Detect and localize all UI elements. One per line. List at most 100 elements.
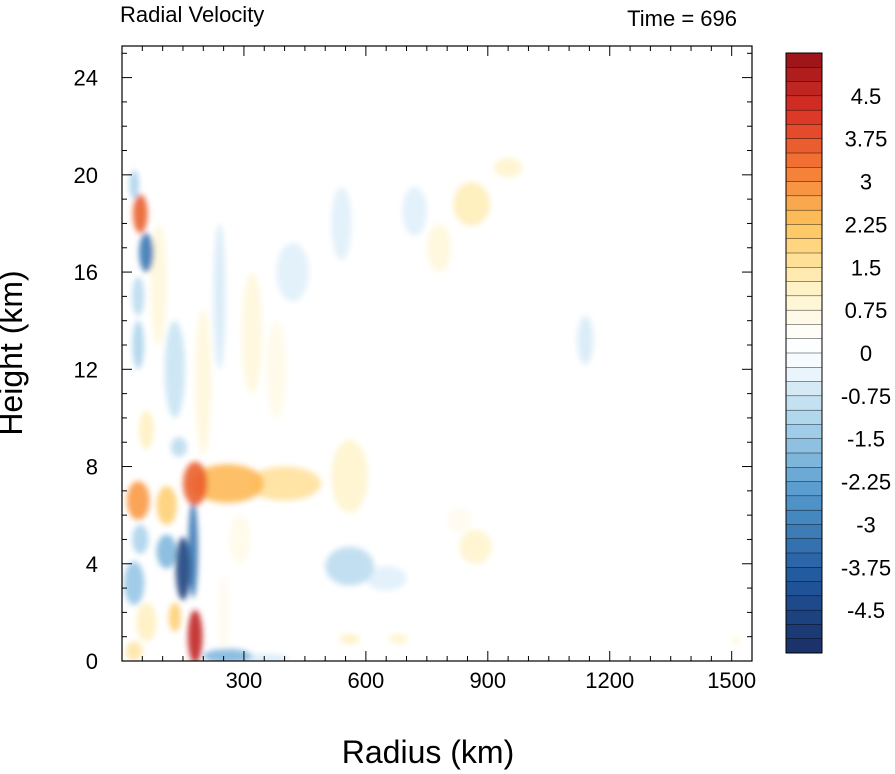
colorbar-swatch <box>785 481 823 497</box>
colorbar-swatch <box>785 309 823 325</box>
colorbar-swatch <box>785 238 823 254</box>
colorbar-swatch <box>785 367 823 383</box>
velocity-cell <box>132 320 144 370</box>
velocity-cell <box>493 157 523 178</box>
y-tick-label: 24 <box>74 66 98 91</box>
colorbar-label: -3 <box>856 512 876 537</box>
colorbar-frame <box>785 52 823 654</box>
velocity-cell <box>331 186 352 260</box>
velocity-cell <box>339 634 360 644</box>
colorbar-label: -3.75 <box>841 555 891 580</box>
colorbar-swatch <box>785 324 823 340</box>
velocity-cell <box>213 223 226 370</box>
y-tick-label: 12 <box>74 357 98 382</box>
velocity-cell <box>170 437 188 457</box>
chart-title: Radial Velocity <box>120 2 264 27</box>
y-axis-label: Height (km) <box>0 270 29 435</box>
colorbar-swatch <box>785 395 823 411</box>
colorbar-swatch <box>785 538 823 554</box>
x-axis-label: Radius (km) <box>342 734 514 770</box>
colorbar-swatch <box>785 167 823 183</box>
velocity-cell <box>132 524 149 555</box>
velocity-cell <box>124 561 145 606</box>
velocity-cell <box>248 466 322 501</box>
colorbar-swatch <box>785 252 823 268</box>
velocity-cell <box>217 575 230 649</box>
colorbar-label: -2.25 <box>841 470 891 495</box>
colorbar-swatch <box>785 438 823 454</box>
colorbar-swatch <box>785 81 823 97</box>
colorbar-swatch <box>785 509 823 525</box>
colorbar-label: 0.75 <box>845 298 888 323</box>
y-tick-label: 0 <box>86 649 98 674</box>
velocity-cell <box>139 410 154 450</box>
colorbar-swatch <box>785 52 823 68</box>
x-tick-label: 900 <box>469 668 506 693</box>
x-axis: 300 600 900 1200 1500 <box>141 46 756 693</box>
velocity-cell <box>132 276 145 316</box>
y-tick-label: 8 <box>86 455 98 480</box>
y-axis: 0 4 8 12 16 20 24 <box>74 52 752 674</box>
colorbar-label: -1.5 <box>847 427 885 452</box>
velocity-cell <box>156 534 177 569</box>
colorbar-swatch <box>785 124 823 140</box>
velocity-cell <box>365 566 407 591</box>
colorbar-swatch <box>785 595 823 611</box>
colorbar-swatch <box>785 609 823 625</box>
velocity-cell <box>188 500 199 598</box>
velocity-cell <box>168 602 181 632</box>
colorbar-swatch <box>785 381 823 397</box>
colorbar-label: 1.5 <box>851 255 882 280</box>
x-tick-label: 600 <box>348 668 385 693</box>
colorbar: 4.5 3.75 3 2.25 1.5 0.75 0 -0.75 -1.5 -2.25 -3 -3.7… <box>785 52 891 654</box>
velocity-cell <box>229 515 251 564</box>
colorbar-swatch <box>785 352 823 368</box>
velocity-cell <box>126 481 150 521</box>
colorbar-swatch <box>785 338 823 354</box>
colorbar-label: 3.75 <box>845 127 888 152</box>
colorbar-swatch <box>785 195 823 211</box>
y-tick-label: 16 <box>74 260 98 285</box>
velocity-cell <box>126 641 143 661</box>
colorbar-swatch <box>785 109 823 125</box>
velocity-cell <box>139 233 154 273</box>
velocity-cell <box>195 308 212 455</box>
velocity-cell <box>132 194 148 234</box>
velocity-cell <box>426 223 452 273</box>
velocity-cell <box>164 320 186 418</box>
velocity-cell <box>731 636 740 647</box>
colorbar-swatch <box>785 67 823 83</box>
velocity-cell <box>175 537 191 601</box>
colorbar-swatch <box>785 209 823 225</box>
y-tick-label: 20 <box>74 163 98 188</box>
colorbar-swatch <box>785 638 823 654</box>
velocity-cell <box>191 464 265 503</box>
colorbar-swatch <box>785 495 823 511</box>
y-tick-label: 4 <box>86 552 98 577</box>
colorbar-swatch <box>785 224 823 240</box>
colorbar-swatch <box>785 524 823 540</box>
velocity-cell <box>388 634 409 644</box>
velocity-cell <box>187 609 203 661</box>
x-tick-label: 1500 <box>707 668 756 693</box>
colorbar-label: 4.5 <box>851 84 882 109</box>
colorbar-label: 3 <box>860 170 872 195</box>
colorbar-swatch <box>785 452 823 468</box>
colorbar-swatch <box>785 95 823 111</box>
colorbar-label: -0.75 <box>841 384 891 409</box>
plot-area <box>121 45 753 662</box>
velocity-cell <box>276 242 309 302</box>
velocity-cell <box>241 272 263 394</box>
colorbar-swatch <box>785 552 823 568</box>
colorbar-swatch <box>785 295 823 311</box>
colorbar-label: 2.25 <box>845 212 888 237</box>
velocity-field <box>124 157 740 661</box>
velocity-cell <box>129 169 140 200</box>
velocity-cell <box>577 315 594 365</box>
velocity-cell <box>447 507 472 533</box>
colorbar-label: 0 <box>860 341 872 366</box>
time-label: Time = 696 <box>627 6 737 31</box>
velocity-cell <box>150 223 167 345</box>
colorbar-swatch <box>785 424 823 440</box>
